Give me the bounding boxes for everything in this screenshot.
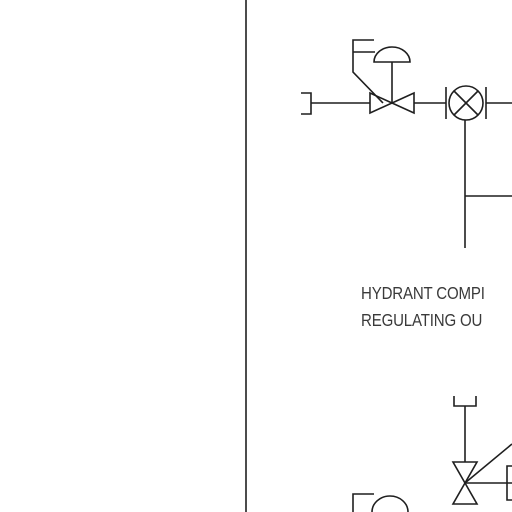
pipe-cap-icon	[453, 396, 477, 407]
caption-line-1: HYDRANT COMPI	[361, 283, 485, 303]
lower-assembly	[352, 396, 512, 512]
pipe-cap-icon	[301, 92, 312, 115]
pipe-cap-icon	[506, 465, 512, 501]
pilot-sensing-line	[352, 39, 384, 104]
diaphragm-actuator-icon	[371, 495, 409, 512]
flow-meter-icon	[445, 85, 487, 121]
pressure-regulating-valve-icon	[369, 62, 415, 115]
gate-valve-icon	[451, 461, 479, 505]
pilot-sensing-line	[352, 493, 374, 512]
pilot-sensing-line	[464, 443, 512, 484]
upper-assembly	[301, 39, 512, 248]
caption-line-2: REGULATING OU	[361, 310, 483, 330]
diaphragm-actuator-icon	[373, 46, 411, 63]
